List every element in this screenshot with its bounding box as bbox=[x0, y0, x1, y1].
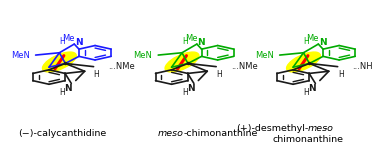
Ellipse shape bbox=[287, 52, 321, 72]
Text: H: H bbox=[182, 37, 188, 46]
Text: N: N bbox=[197, 38, 205, 47]
Text: H: H bbox=[304, 88, 309, 97]
Text: Me: Me bbox=[185, 34, 197, 43]
Text: N: N bbox=[308, 84, 316, 93]
Ellipse shape bbox=[42, 52, 76, 72]
Text: -: - bbox=[324, 124, 327, 133]
Text: Me: Me bbox=[306, 34, 319, 43]
Text: chimonanthine: chimonanthine bbox=[273, 135, 344, 144]
Text: N: N bbox=[75, 38, 82, 47]
Text: MeN: MeN bbox=[11, 51, 29, 60]
Text: (−)-calycanthidine: (−)-calycanthidine bbox=[18, 128, 106, 138]
Text: ...NMe: ...NMe bbox=[108, 62, 135, 71]
Text: H: H bbox=[338, 70, 344, 79]
Text: H: H bbox=[59, 37, 65, 46]
Text: meso: meso bbox=[158, 128, 184, 138]
Text: MeN: MeN bbox=[255, 51, 274, 60]
Text: N: N bbox=[65, 84, 72, 93]
Text: MeN: MeN bbox=[133, 51, 152, 60]
Text: Me: Me bbox=[62, 34, 74, 43]
Text: H: H bbox=[182, 88, 188, 97]
Text: N: N bbox=[187, 84, 195, 93]
Text: ...NMe: ...NMe bbox=[231, 62, 258, 71]
Text: N: N bbox=[319, 38, 327, 47]
Text: H: H bbox=[216, 70, 222, 79]
Ellipse shape bbox=[165, 52, 199, 72]
Text: ...NH: ...NH bbox=[353, 62, 373, 71]
Text: H: H bbox=[304, 37, 309, 46]
Text: -chimonanthine: -chimonanthine bbox=[184, 128, 258, 138]
Text: meso: meso bbox=[308, 124, 334, 133]
Text: H: H bbox=[59, 88, 65, 97]
Text: (+)-desmethyl-: (+)-desmethyl- bbox=[236, 124, 308, 133]
Text: H: H bbox=[94, 70, 99, 79]
